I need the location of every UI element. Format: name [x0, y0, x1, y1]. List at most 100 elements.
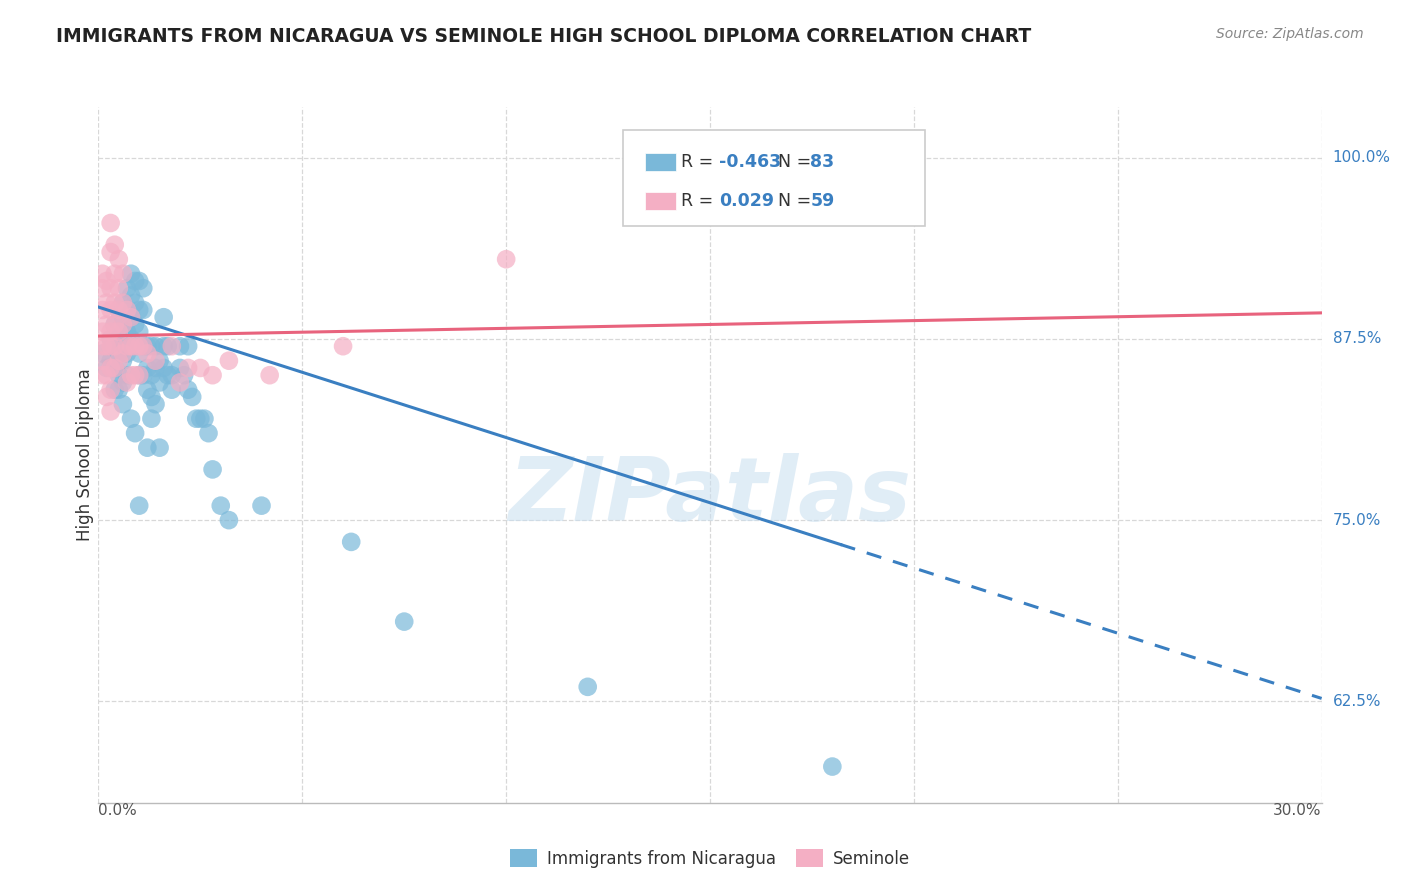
- Point: [149, 376, 172, 390]
- Point: [96, 390, 118, 404]
- Point: [104, 295, 127, 310]
- Text: Source: ZipAtlas.com: Source: ZipAtlas.com: [1216, 27, 1364, 41]
- Point: [96, 360, 118, 375]
- Point: [136, 441, 159, 455]
- Text: 30.0%: 30.0%: [1274, 803, 1322, 818]
- Point: [100, 281, 122, 295]
- Point: [576, 680, 599, 694]
- Point: [120, 267, 142, 281]
- Point: [111, 318, 134, 332]
- Point: [132, 339, 155, 353]
- Point: [160, 383, 183, 397]
- Point: [100, 360, 122, 375]
- Point: [108, 281, 131, 295]
- Point: [108, 252, 131, 267]
- Point: [169, 376, 191, 390]
- Text: -0.463: -0.463: [718, 153, 782, 170]
- Point: [149, 441, 172, 455]
- Point: [188, 360, 212, 375]
- Point: [91, 339, 114, 353]
- Point: [111, 267, 134, 281]
- Text: IMMIGRANTS FROM NICARAGUA VS SEMINOLE HIGH SCHOOL DIPLOMA CORRELATION CHART: IMMIGRANTS FROM NICARAGUA VS SEMINOLE HI…: [56, 27, 1032, 45]
- Point: [169, 360, 191, 375]
- Point: [96, 274, 118, 288]
- Point: [136, 360, 159, 375]
- Text: R =: R =: [681, 153, 718, 170]
- Point: [91, 346, 114, 360]
- Point: [111, 295, 134, 310]
- Point: [145, 360, 167, 375]
- Point: [104, 237, 127, 252]
- Point: [111, 353, 134, 368]
- Y-axis label: High School Diploma: High School Diploma: [76, 368, 94, 541]
- Point: [136, 383, 159, 397]
- Point: [124, 318, 146, 332]
- Point: [111, 397, 134, 411]
- Point: [91, 368, 114, 383]
- Point: [104, 383, 127, 397]
- Point: [108, 368, 131, 383]
- Point: [111, 332, 134, 346]
- Point: [128, 368, 150, 383]
- Point: [115, 302, 138, 317]
- Point: [120, 332, 142, 346]
- Point: [332, 339, 354, 353]
- Point: [120, 310, 142, 325]
- Point: [181, 390, 204, 404]
- Point: [100, 244, 122, 259]
- Point: [160, 339, 183, 353]
- Point: [132, 302, 155, 317]
- Point: [124, 368, 146, 383]
- Point: [124, 339, 146, 353]
- Point: [128, 339, 150, 353]
- Text: R =: R =: [681, 192, 718, 210]
- Point: [177, 339, 200, 353]
- Point: [141, 339, 163, 353]
- Point: [108, 325, 131, 339]
- Text: N =: N =: [766, 192, 817, 210]
- Point: [96, 368, 118, 383]
- Text: 83: 83: [810, 153, 835, 170]
- Point: [96, 295, 118, 310]
- Point: [201, 462, 224, 476]
- Point: [145, 339, 167, 353]
- Point: [145, 353, 167, 368]
- Point: [100, 383, 122, 397]
- Point: [108, 325, 131, 339]
- Legend: Immigrants from Nicaragua, Seminole: Immigrants from Nicaragua, Seminole: [503, 842, 917, 874]
- Point: [128, 274, 150, 288]
- Point: [128, 499, 150, 513]
- Point: [91, 281, 114, 295]
- Point: [132, 281, 155, 295]
- Point: [100, 339, 122, 353]
- Point: [100, 353, 122, 368]
- Point: [100, 404, 122, 418]
- Point: [145, 397, 167, 411]
- Text: 0.0%: 0.0%: [98, 803, 138, 818]
- Point: [124, 295, 146, 310]
- Point: [169, 339, 191, 353]
- Point: [120, 310, 142, 325]
- Point: [259, 368, 281, 383]
- Point: [91, 302, 114, 317]
- Point: [201, 368, 224, 383]
- Point: [177, 360, 200, 375]
- Point: [152, 360, 174, 375]
- Point: [108, 383, 131, 397]
- Point: [115, 339, 138, 353]
- Point: [104, 339, 127, 353]
- Point: [120, 339, 142, 353]
- Point: [115, 368, 138, 383]
- Point: [136, 339, 159, 353]
- Point: [160, 368, 183, 383]
- Point: [96, 318, 118, 332]
- Point: [111, 295, 134, 310]
- Point: [91, 267, 114, 281]
- Point: [173, 368, 195, 383]
- Text: 0.029: 0.029: [718, 192, 775, 210]
- Point: [104, 339, 127, 353]
- Point: [104, 318, 127, 332]
- Text: 59: 59: [810, 192, 835, 210]
- Point: [104, 360, 127, 375]
- Point: [218, 353, 240, 368]
